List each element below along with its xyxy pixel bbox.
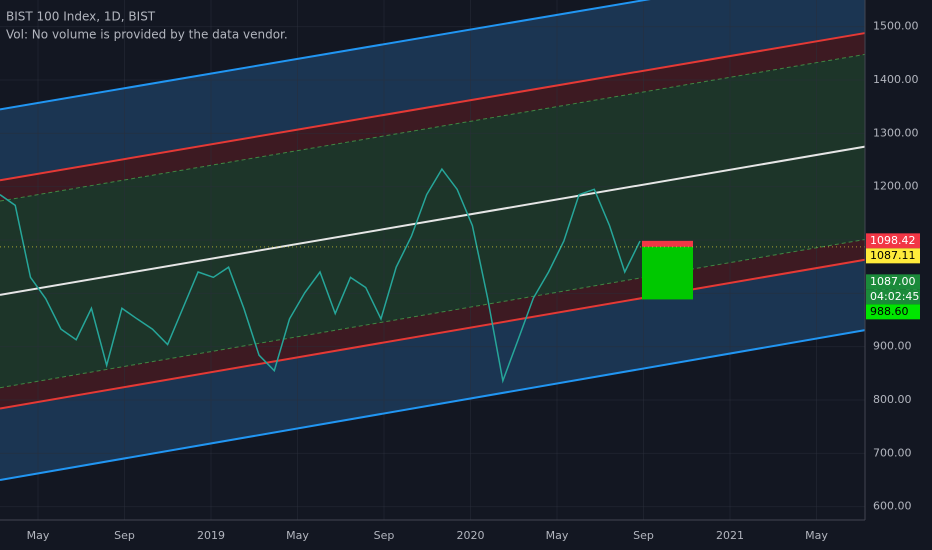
x-tick-label: May [286, 529, 309, 542]
y-tick-label: 900.00 [873, 340, 912, 353]
channel-line [0, 329, 866, 481]
x-tick-label: Sep [374, 529, 395, 542]
channel-band [0, 0, 865, 181]
channel-band [0, 54, 865, 295]
y-tick-label: 600.00 [873, 500, 912, 513]
channel-band [0, 33, 865, 202]
x-tick-label: 2021 [716, 529, 744, 542]
x-tick-label: 2020 [457, 529, 485, 542]
stop-zone [642, 246, 693, 300]
price-tag-label: 1098.42 [870, 234, 916, 247]
y-tick-label: 1300.00 [873, 126, 919, 139]
price-tag-label: 988.60 [870, 305, 909, 318]
channel-line [0, 145, 866, 296]
channel-line [0, 32, 866, 182]
channel-line [0, 53, 866, 202]
y-tick-label: 1200.00 [873, 180, 919, 193]
price-tag [866, 304, 920, 320]
y-tick-label: 1400.00 [873, 73, 919, 86]
y-tick-label: 1500.00 [873, 20, 919, 33]
labels: 600.00700.00800.00900.001000.001100.0012… [27, 20, 920, 542]
x-tick-label: Sep [114, 529, 135, 542]
y-tick-label: 700.00 [873, 446, 912, 459]
chart-title: BIST 100 Index, 1D, BIST [6, 10, 156, 24]
target-zone [642, 240, 693, 247]
y-tick-label: 800.00 [873, 393, 912, 406]
time-axis [0, 520, 932, 550]
price-tag [866, 248, 920, 264]
channel-band [0, 146, 865, 388]
channel-line [0, 0, 651, 111]
channel-line [0, 238, 866, 389]
price-line [0, 167, 641, 384]
x-tick-label: May [546, 529, 569, 542]
x-tick-label: Sep [633, 529, 654, 542]
price-tag-label: 1087.00 [870, 275, 916, 288]
price-tag-label: 1087.11 [870, 249, 916, 262]
price-tag-label: 04:02:45 [870, 290, 919, 303]
x-tick-label: May [27, 529, 50, 542]
channel-band [0, 259, 865, 480]
channel-line [0, 258, 866, 410]
x-tick-label: May [805, 529, 828, 542]
plot-area [0, 0, 866, 520]
chart-subtitle: Vol: No volume is provided by the data v… [6, 28, 288, 42]
price-tag [866, 289, 920, 305]
price-tag [866, 233, 920, 249]
x-tick-label: 2019 [197, 529, 225, 542]
price-tag [866, 274, 920, 290]
